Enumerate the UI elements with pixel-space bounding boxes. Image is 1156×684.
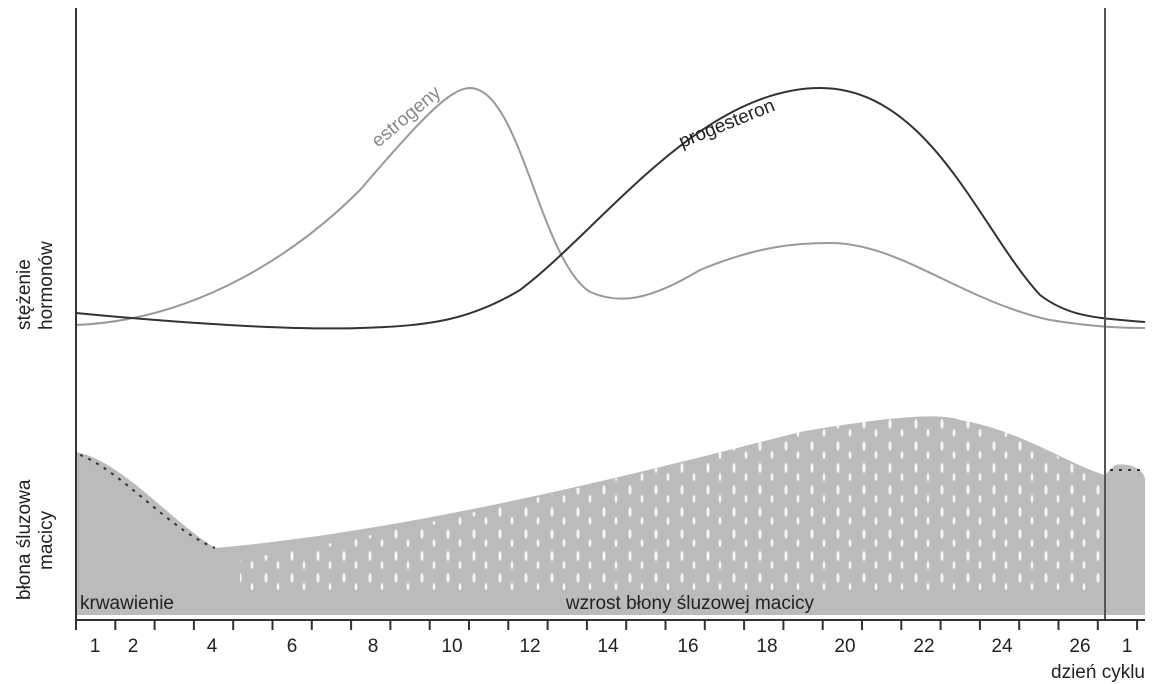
estrogen-label: estrogeny — [368, 82, 446, 152]
x-tick-label: 4 — [207, 636, 218, 657]
x-tick-label: 1 — [1122, 636, 1133, 657]
x-tick-label: 20 — [834, 636, 855, 657]
x-tick-label: 10 — [441, 636, 462, 657]
x-tick-label: 2 — [128, 636, 139, 657]
endometrium-axis-label: błona śluzowa — [14, 479, 35, 600]
x-tick-label: 18 — [756, 636, 777, 657]
x-tick-label: 6 — [287, 636, 298, 657]
progesterone-curve — [75, 86, 1146, 330]
x-tick-label: 22 — [913, 636, 934, 657]
x-tick-label: 14 — [597, 636, 619, 657]
x-tick-label: 24 — [991, 636, 1013, 657]
endometrium-texture — [240, 416, 1100, 590]
x-tick-label: 26 — [1069, 636, 1090, 657]
hormone-axis-label: stężenie — [14, 259, 35, 330]
bleeding-fragments — [79, 454, 1145, 549]
x-tick-label: 8 — [368, 636, 379, 657]
estrogen-curve — [75, 86, 1146, 329]
phase-label: wzrost błony śluzowej macicy — [565, 593, 815, 614]
x-tick-label: 1 — [90, 636, 101, 657]
progesterone-label: progesteron — [676, 95, 778, 152]
hormone-axis-label: hormonów — [36, 241, 57, 330]
phase-label: krwawienie — [80, 593, 174, 614]
x-tick-label: 16 — [677, 636, 698, 657]
endometrium-axis-label: macicy — [36, 510, 57, 570]
x-tick-label: 12 — [519, 636, 540, 657]
x-axis-title: dzień cyklu — [1051, 662, 1145, 683]
